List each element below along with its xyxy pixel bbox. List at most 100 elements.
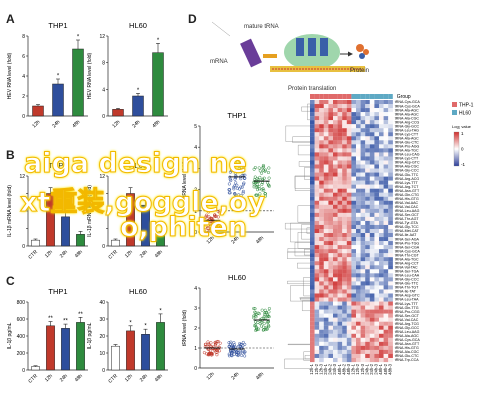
heatmap-cell [383, 329, 389, 334]
heatmap-cell [360, 337, 366, 342]
heatmap-cell [314, 228, 320, 234]
heatmap-cell [369, 192, 375, 197]
heatmap-cell [310, 132, 315, 137]
heatmap-cell [365, 257, 370, 262]
heatmap-cell [337, 128, 343, 133]
heatmap-cell [369, 108, 375, 113]
heatmap-cell [314, 148, 320, 153]
scatter-point [254, 312, 258, 316]
column-label: 12h-2 [314, 363, 319, 374]
heatmap-cell [342, 325, 347, 330]
heatmap-cell [323, 293, 329, 298]
heatmap-cell [383, 265, 389, 270]
heatmap-cell [356, 269, 361, 274]
heatmap-cell [333, 144, 338, 149]
heatmap-cell [360, 249, 366, 254]
heatmap-cell [346, 100, 352, 105]
scatter-point [241, 191, 245, 195]
heatmap-cell [356, 208, 361, 213]
heatmap-cell [374, 216, 380, 222]
bar-12h [126, 193, 135, 247]
heatmap-cell [379, 204, 384, 209]
heatmap-cell [356, 241, 361, 246]
scatter-point [266, 314, 270, 318]
heatmap-cell [383, 285, 389, 290]
scatter-point [264, 316, 268, 320]
heatmap-cell [333, 132, 338, 137]
heatmap-cell [333, 212, 338, 217]
heatmap-cell [365, 305, 370, 310]
heatmap-cell [328, 293, 334, 298]
heatmap-cell [379, 277, 384, 282]
heatmap-cell [314, 160, 320, 165]
x-tick-label: CTR [107, 373, 119, 385]
heatmap-cell [328, 164, 334, 169]
heatmap-cell [323, 317, 329, 322]
scatter-point [235, 169, 239, 173]
heatmap-cell [328, 321, 334, 326]
heatmap-cell [388, 144, 393, 149]
heatmap-cell [346, 136, 352, 141]
heatmap-cell [333, 200, 338, 205]
x-tick-label: 48h [151, 119, 161, 129]
heatmap-cell [314, 184, 320, 189]
heatmap-cell [314, 128, 320, 133]
heatmap-cell [337, 273, 343, 278]
heatmap-cell [379, 245, 384, 250]
x-tick-label: CTR [27, 249, 39, 261]
heatmap-cell [383, 120, 389, 125]
row-label: tRNA-His-GTG [395, 346, 419, 350]
heatmap-cell [360, 180, 366, 185]
heatmap-cell [337, 196, 343, 201]
heatmap-cell [351, 112, 357, 117]
dendrogram-branch [287, 251, 310, 259]
heatmap-cell [351, 160, 357, 165]
heatmap-cell [369, 337, 375, 342]
heatmap-cell [346, 204, 352, 209]
heatmap-cell [310, 357, 315, 363]
heatmap-cell [337, 245, 343, 250]
heatmap-cell [360, 333, 366, 338]
row-label: tRNA-Arg-CCT [395, 261, 420, 265]
translation-caption: Protein translation [288, 86, 336, 92]
heatmap-cell [310, 156, 315, 161]
heatmap-cell [333, 164, 338, 169]
dendrogram-branch [297, 262, 310, 269]
heatmap-cell [328, 140, 334, 145]
heatmap-cell [356, 285, 361, 290]
heatmap-cell [323, 333, 329, 338]
y-tick-label: 0 [22, 368, 25, 374]
heatmap-cell [314, 192, 320, 197]
heatmap-cell [374, 144, 380, 149]
heatmap-cell [374, 277, 380, 282]
heatmap-cell [310, 124, 315, 129]
x-tick-label: 12h [124, 373, 134, 383]
heatmap-cell [356, 329, 361, 334]
heatmap-cell [314, 124, 320, 129]
heatmap-cell [379, 349, 384, 355]
heatmap-cell [314, 281, 320, 286]
heatmap-cell [310, 237, 315, 242]
group-cell [310, 94, 315, 99]
heatmap-cell [351, 265, 357, 270]
heatmap-cell [314, 216, 320, 222]
heatmap-cell [333, 172, 338, 177]
heatmap-cell [379, 293, 384, 298]
heatmap-cell [323, 160, 329, 165]
heatmap-cell [314, 108, 320, 113]
heatmap-cell [319, 164, 324, 169]
heatmap-cell [369, 257, 375, 262]
heatmap-cell [310, 172, 315, 177]
heatmap-cell [319, 192, 324, 197]
heatmap-cell [351, 289, 357, 294]
heatmap-cell [333, 128, 338, 133]
heatmap-cell [379, 176, 384, 181]
x-tick-label: 12h [124, 249, 134, 259]
heatmap-cell [356, 313, 361, 318]
heatmap-cell [360, 357, 366, 363]
heatmap-cell [328, 136, 334, 141]
heatmap-cell [346, 245, 352, 250]
bar-48h [156, 234, 165, 247]
column-label: 12h-2 [355, 363, 360, 374]
